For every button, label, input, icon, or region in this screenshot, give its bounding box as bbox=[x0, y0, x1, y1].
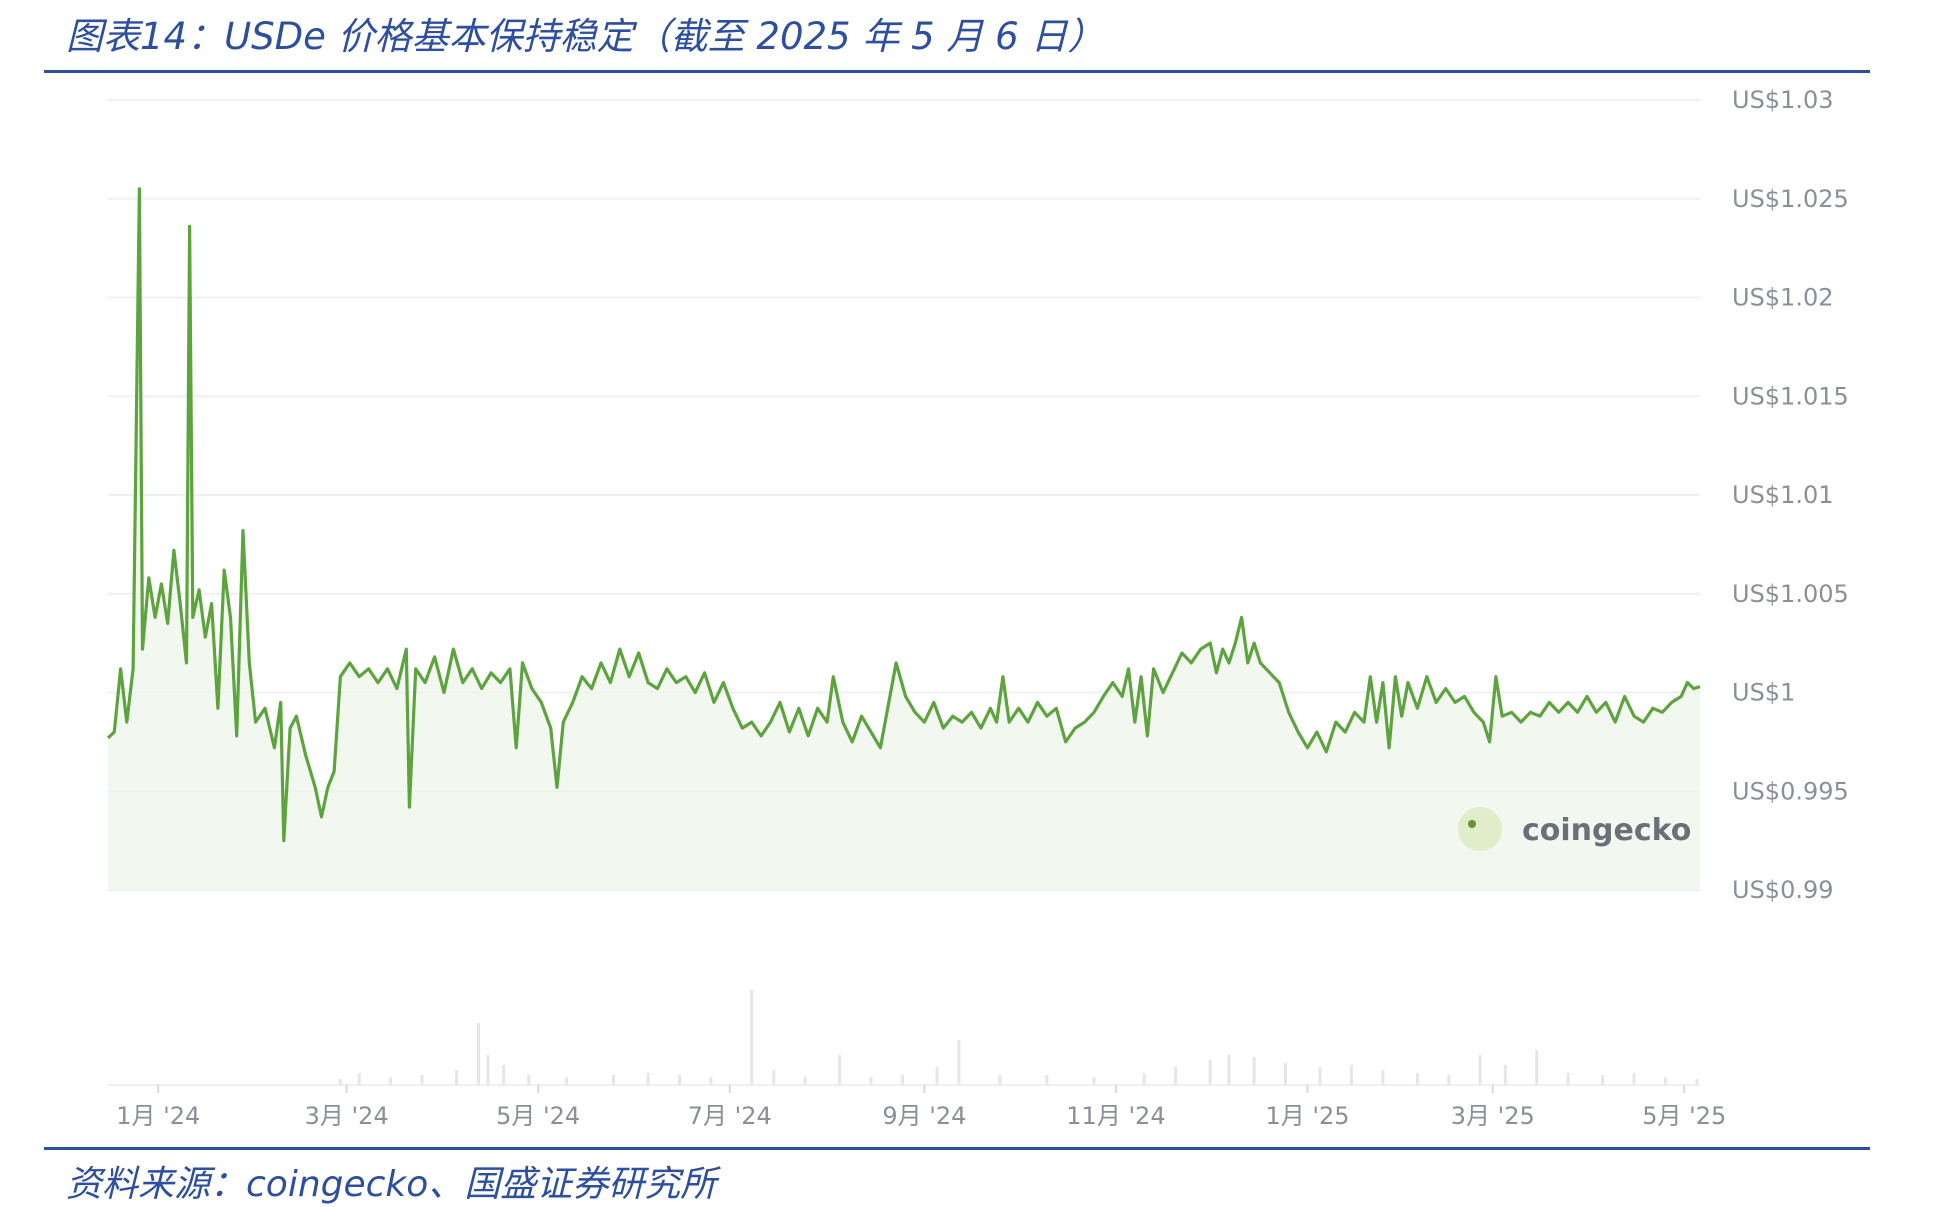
volume-bar bbox=[1252, 1057, 1256, 1085]
volume-bar bbox=[1208, 1060, 1212, 1085]
coingecko-wordmark: coingecko bbox=[1522, 813, 1691, 848]
volume-bar bbox=[1566, 1073, 1570, 1085]
figure-title: 图表14：USDe 价格基本保持稳定（截至 2025 年 5 月 6 日） bbox=[66, 15, 1105, 58]
volume-bar bbox=[1535, 1050, 1539, 1085]
volume-bar bbox=[709, 1077, 713, 1085]
footer-rule bbox=[44, 1147, 1870, 1150]
x-tick-label: 1月 '24 bbox=[116, 1102, 200, 1130]
y-tick-label: US$1.01 bbox=[1732, 481, 1834, 509]
volume-bar bbox=[750, 990, 754, 1085]
volume-bar bbox=[477, 1023, 481, 1085]
volume-bars bbox=[338, 990, 1699, 1085]
volume-bar bbox=[527, 1075, 531, 1085]
volume-bar bbox=[1227, 1055, 1231, 1085]
y-axis-ticks: US$1.03 US$1.025 US$1.02 US$1.015 US$1.01 US$… bbox=[1732, 86, 1849, 904]
x-tick-label: 1月 '25 bbox=[1265, 1102, 1349, 1130]
volume-bar bbox=[1045, 1075, 1049, 1085]
volume-bar bbox=[1284, 1063, 1288, 1085]
volume-bar bbox=[455, 1070, 459, 1085]
volume-bar bbox=[869, 1077, 873, 1085]
x-tick-label: 5月 '25 bbox=[1642, 1102, 1726, 1130]
y-tick-label: US$0.995 bbox=[1732, 777, 1849, 805]
x-tick-label: 9月 '24 bbox=[882, 1102, 966, 1130]
volume-bar bbox=[677, 1075, 681, 1085]
volume-bar bbox=[1092, 1077, 1096, 1085]
price-area-fill bbox=[108, 188, 1700, 890]
y-tick-label: US$0.99 bbox=[1732, 876, 1834, 904]
grid-lines bbox=[108, 99, 1700, 1086]
volume-bar bbox=[1142, 1073, 1146, 1085]
volume-bar bbox=[1447, 1075, 1451, 1085]
volume-bar bbox=[564, 1077, 568, 1085]
x-tick-label: 7月 '24 bbox=[688, 1102, 772, 1130]
x-tick-label: 11月 '24 bbox=[1066, 1102, 1165, 1130]
volume-bar bbox=[772, 1070, 776, 1085]
y-tick-label: US$1 bbox=[1732, 679, 1795, 707]
volume-bar bbox=[998, 1075, 1002, 1085]
volume-bar bbox=[803, 1077, 807, 1085]
x-tick-label: 3月 '25 bbox=[1451, 1102, 1535, 1130]
volume-bar bbox=[1632, 1073, 1636, 1085]
y-tick-label: US$1.02 bbox=[1732, 284, 1834, 312]
y-tick-label: US$1.015 bbox=[1732, 382, 1849, 410]
volume-bar bbox=[838, 1055, 842, 1085]
x-tick-label: 5月 '24 bbox=[496, 1102, 580, 1130]
volume-bar bbox=[338, 1079, 342, 1085]
volume-bar bbox=[389, 1077, 393, 1085]
y-tick-label: US$1.005 bbox=[1732, 580, 1849, 608]
volume-bar bbox=[1415, 1073, 1419, 1085]
gecko-logo-icon bbox=[1458, 807, 1502, 851]
volume-bar bbox=[935, 1067, 939, 1085]
volume-bar bbox=[1478, 1055, 1482, 1085]
source-note: 资料来源：coingecko、国盛证券研究所 bbox=[66, 1164, 717, 1205]
y-tick-label: US$1.03 bbox=[1732, 86, 1834, 114]
volume-bar bbox=[1663, 1077, 1667, 1085]
price-line bbox=[106, 187, 1701, 843]
volume-bar bbox=[957, 1040, 961, 1085]
volume-bar bbox=[900, 1075, 904, 1085]
volume-bar bbox=[502, 1065, 506, 1085]
header-rule bbox=[44, 70, 1870, 73]
volume-bar bbox=[1695, 1079, 1699, 1085]
volume-bar bbox=[1503, 1065, 1507, 1085]
volume-bar bbox=[1174, 1067, 1178, 1085]
coingecko-watermark: coingecko bbox=[1458, 807, 1691, 851]
volume-bar bbox=[1318, 1067, 1322, 1085]
volume-bar bbox=[612, 1075, 616, 1085]
x-axis-ticks: 1月 '24 3月 '24 5月 '24 7月 '24 9月 '24 11月 '24 1月 … bbox=[116, 1085, 1726, 1130]
y-tick-label: US$1.025 bbox=[1732, 185, 1849, 213]
x-tick-label: 3月 '24 bbox=[305, 1102, 389, 1130]
volume-bar bbox=[646, 1073, 650, 1085]
volume-bar bbox=[357, 1073, 361, 1085]
volume-bar bbox=[1381, 1070, 1385, 1085]
volume-bar bbox=[486, 1055, 490, 1085]
volume-bar bbox=[420, 1075, 424, 1085]
volume-bar bbox=[1349, 1065, 1353, 1085]
volume-bar bbox=[1601, 1075, 1605, 1085]
